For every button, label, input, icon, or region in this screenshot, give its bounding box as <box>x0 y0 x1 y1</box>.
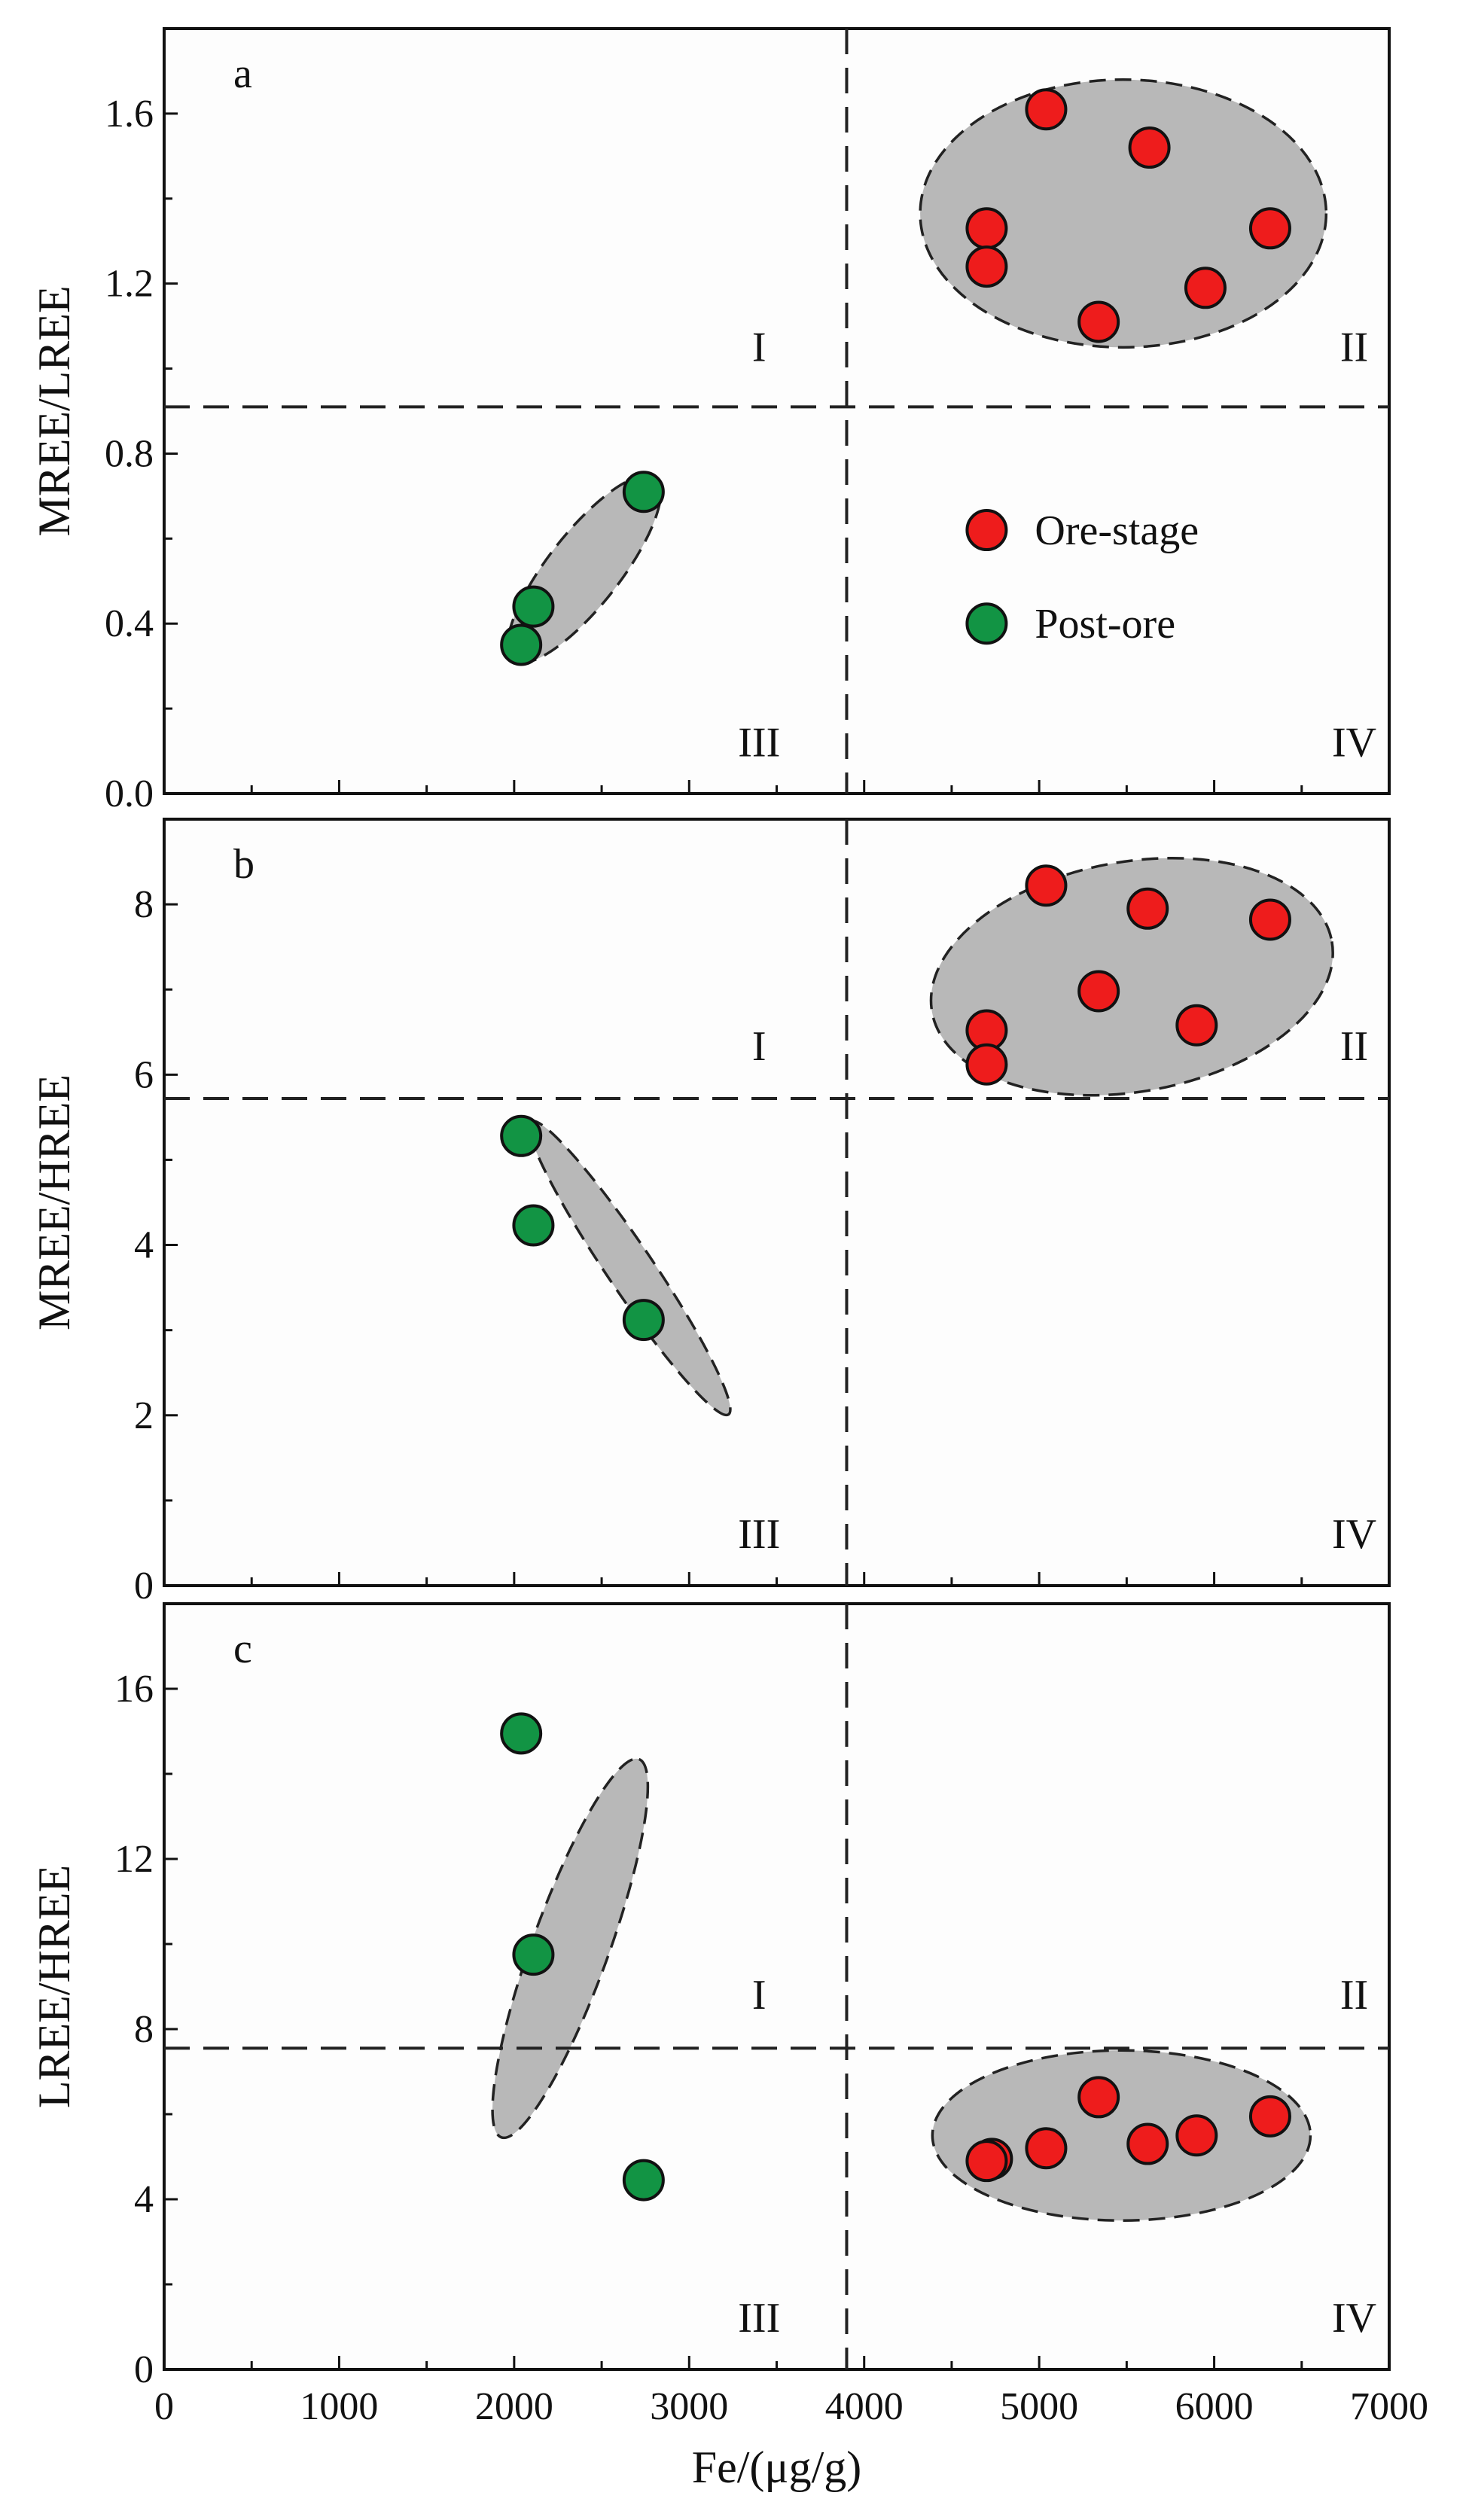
y-tick-label: 8 <box>134 883 154 926</box>
data-point <box>500 1114 543 1157</box>
data-point <box>1126 2122 1169 2165</box>
y-tick-label: 0 <box>134 2348 154 2391</box>
data-point <box>622 471 665 513</box>
quadrant-label: II <box>1340 1972 1368 2019</box>
quadrant-label: III <box>738 1511 780 1558</box>
y-axis-label: MREE/LREE <box>29 285 79 536</box>
data-point <box>1077 2076 1120 2119</box>
quadrant-label: IV <box>1332 2295 1376 2342</box>
data-point <box>965 2140 1008 2183</box>
data-point <box>1025 88 1068 131</box>
data-point <box>1248 2095 1291 2138</box>
legend-marker <box>965 602 1008 645</box>
data-point <box>512 1204 555 1247</box>
y-tick-label: 12 <box>114 1838 154 1881</box>
legend-marker <box>965 509 1008 552</box>
data-point <box>1248 898 1291 941</box>
y-axis-label: MREE/HREE <box>29 1074 79 1330</box>
x-tick-label: 7000 <box>1350 2385 1428 2428</box>
group-envelope <box>929 857 1334 1097</box>
x-tick-label: 0 <box>154 2385 174 2428</box>
data-point <box>1175 1004 1218 1047</box>
data-point <box>622 1299 665 1342</box>
y-tick-label: 1.2 <box>105 263 154 306</box>
panel-letter: b <box>233 841 254 888</box>
y-tick-label: 6 <box>134 1053 154 1096</box>
data-point <box>500 1712 543 1755</box>
x-tick-label: 3000 <box>650 2385 728 2428</box>
y-tick-label: 0.8 <box>105 432 154 475</box>
quadrant-label: III <box>738 719 780 766</box>
quadrant-label: II <box>1340 1023 1368 1070</box>
data-point <box>965 207 1008 250</box>
x-tick-label: 6000 <box>1175 2385 1254 2428</box>
data-point <box>1175 2114 1218 2157</box>
y-tick-label: 0 <box>134 1565 154 1607</box>
quadrant-label: II <box>1340 324 1368 370</box>
y-tick-label: 0.4 <box>105 602 154 645</box>
data-point <box>965 1043 1008 1086</box>
quadrant-label: IV <box>1332 719 1376 766</box>
data-point <box>1077 970 1120 1013</box>
panel-letter: c <box>233 1626 252 1672</box>
data-point <box>500 623 543 666</box>
data-point <box>1184 267 1227 309</box>
y-axis-label: LREE/HREE <box>29 1865 79 2108</box>
data-point <box>1025 864 1068 907</box>
x-tick-label: 2000 <box>475 2385 553 2428</box>
y-tick-label: 0.0 <box>105 772 154 815</box>
quadrant-label: I <box>752 324 767 370</box>
quadrant-label: I <box>752 1023 767 1070</box>
data-point <box>1128 126 1171 169</box>
y-tick-label: 16 <box>114 1668 154 1711</box>
data-point <box>1077 300 1120 343</box>
x-tick-label: 5000 <box>1000 2385 1078 2428</box>
y-tick-label: 4 <box>134 2178 154 2221</box>
data-point <box>1126 887 1169 930</box>
quadrant-label: IV <box>1332 1511 1376 1558</box>
legend-entry: Ore-stage <box>1035 507 1199 554</box>
x-axis-label: Fe/(μg/g) <box>692 2442 861 2492</box>
panel-letter: a <box>233 50 252 97</box>
x-tick-label: 1000 <box>300 2385 378 2428</box>
data-point <box>965 245 1008 288</box>
y-tick-label: 1.6 <box>105 93 154 136</box>
legend-entry: Post-ore <box>1035 601 1175 648</box>
y-tick-label: 4 <box>134 1224 154 1267</box>
data-point <box>512 1933 555 1976</box>
data-point <box>622 2159 665 2202</box>
group-envelope <box>491 1757 650 2140</box>
data-point <box>1248 207 1291 250</box>
group-envelope <box>931 2049 1312 2222</box>
quadrant-label: III <box>738 2295 780 2342</box>
x-tick-label: 4000 <box>825 2385 904 2428</box>
plot-frame <box>163 1602 1391 2371</box>
data-point <box>512 585 555 628</box>
quadrant-label: I <box>752 1972 767 2019</box>
data-point <box>1025 2127 1068 2170</box>
y-tick-label: 8 <box>134 2008 154 2051</box>
y-tick-label: 2 <box>134 1394 154 1437</box>
